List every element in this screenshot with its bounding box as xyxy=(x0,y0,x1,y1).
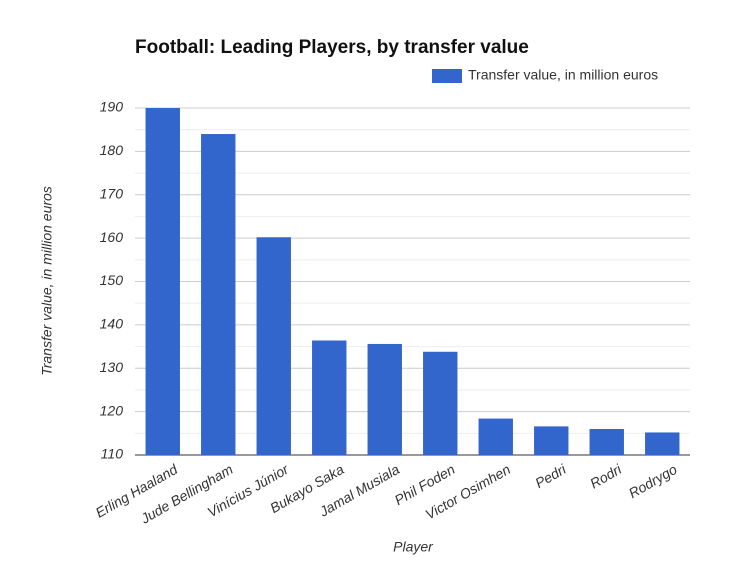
y-tick-label: 170 xyxy=(100,185,124,201)
x-tick-label: Jude Bellingham xyxy=(137,461,236,527)
y-tick-label: 160 xyxy=(100,229,124,245)
legend-swatch xyxy=(432,69,462,83)
bar xyxy=(423,351,458,455)
x-tick-label: Rodrygo xyxy=(626,461,680,501)
bar xyxy=(312,340,347,455)
legend-label: Transfer value, in million euros xyxy=(468,67,658,83)
bar xyxy=(589,428,624,455)
y-axis-title: Transfer value, in million euros xyxy=(39,186,55,376)
chart-title: Football: Leading Players, by transfer v… xyxy=(135,37,529,58)
bar xyxy=(145,108,180,455)
bar xyxy=(645,432,680,455)
y-tick-label: 140 xyxy=(100,316,124,332)
y-tick-label: 120 xyxy=(100,402,124,418)
bar xyxy=(256,237,291,455)
bar xyxy=(201,134,236,455)
x-axis-title: Player xyxy=(393,539,434,555)
x-tick-label: Rodri xyxy=(587,461,625,492)
bar xyxy=(367,343,402,455)
x-tick-label: Pedri xyxy=(532,461,569,492)
y-tick-label: 180 xyxy=(100,142,124,158)
bar xyxy=(534,426,569,455)
y-tick-label: 150 xyxy=(100,272,124,288)
y-tick-label: 130 xyxy=(100,359,124,375)
bar xyxy=(478,418,513,455)
y-tick-label: 190 xyxy=(100,99,124,115)
y-tick-label: 110 xyxy=(101,446,124,462)
